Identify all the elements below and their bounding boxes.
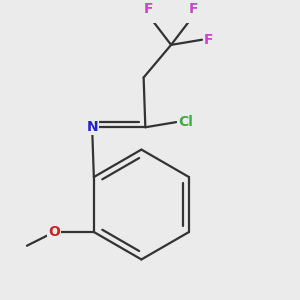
- Text: F: F: [144, 2, 154, 16]
- Text: O: O: [48, 225, 60, 239]
- Text: F: F: [189, 2, 198, 16]
- Text: N: N: [86, 120, 98, 134]
- Text: Cl: Cl: [178, 115, 193, 129]
- Text: F: F: [204, 33, 213, 47]
